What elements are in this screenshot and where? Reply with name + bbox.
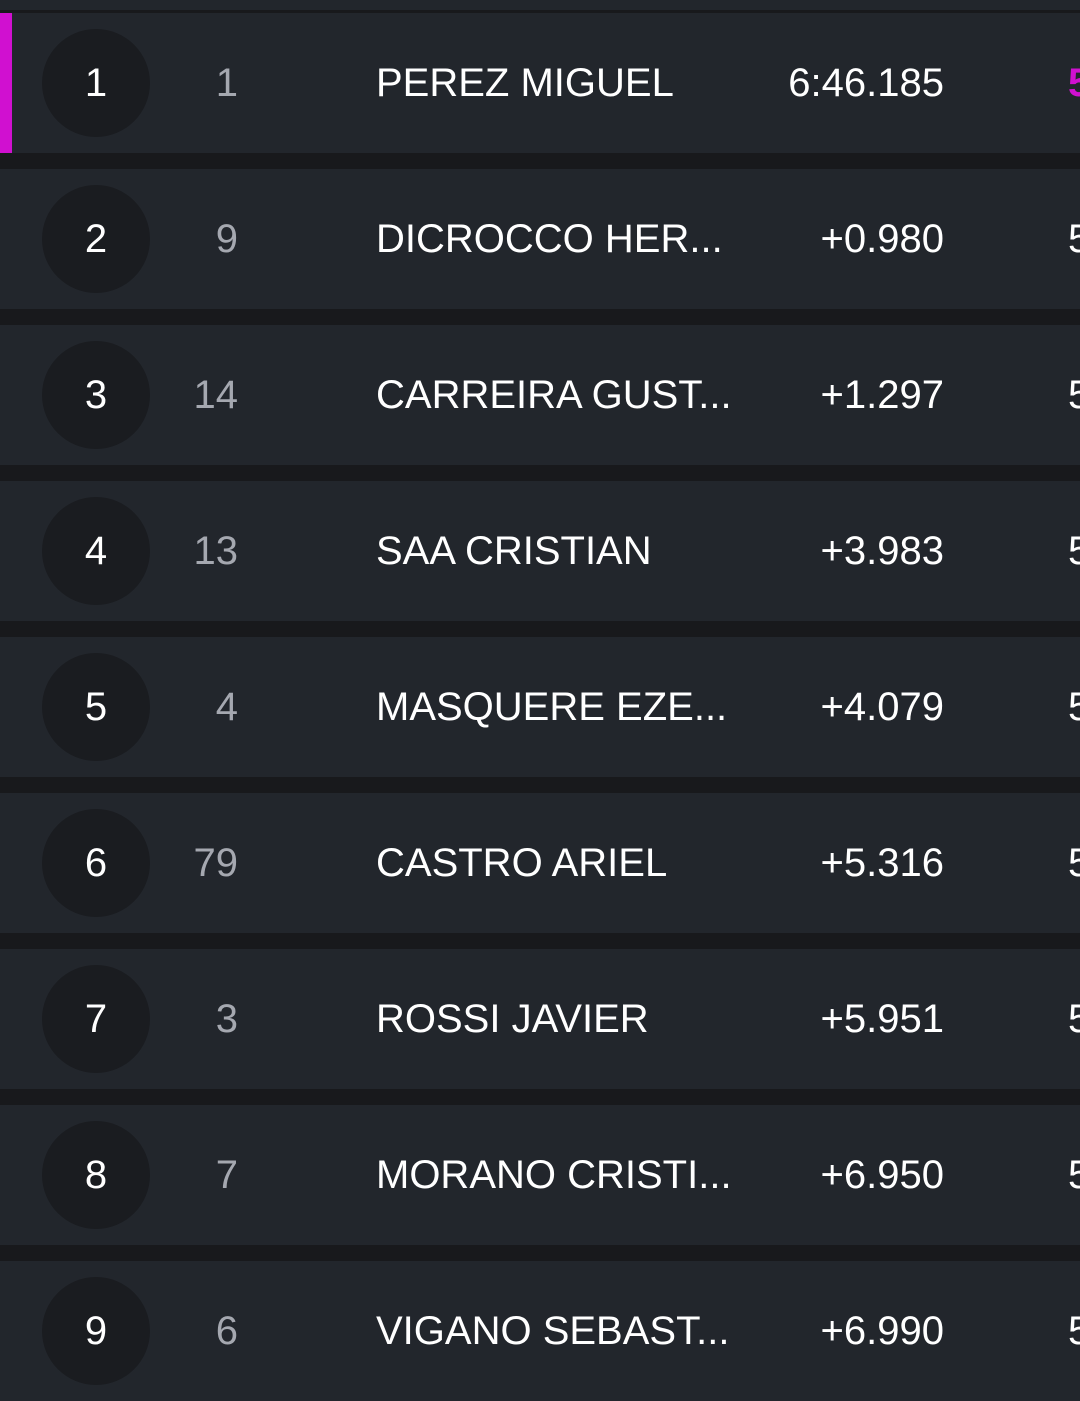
driver-name: DICROCCO HER... (376, 217, 723, 261)
race-time: +4.079 (820, 685, 944, 729)
laps-value: 5 (1068, 1309, 1080, 1353)
car-number: 3 (215, 997, 238, 1041)
laps-value: 5 (1068, 685, 1080, 729)
driver-name: CARREIRA GUST... (376, 373, 732, 417)
driver-name: VIGANO SEBAST... (376, 1309, 730, 1353)
car-number: 4 (215, 685, 238, 729)
standings-row[interactable]: 2 9 DICROCCO HER... +0.980 5 (0, 169, 1080, 309)
car-number: 1 (215, 61, 238, 105)
position-badge: 6 (42, 809, 150, 917)
standings-row[interactable]: 6 79 CASTRO ARIEL +5.316 5 (0, 793, 1080, 933)
driver-name: CASTRO ARIEL (376, 841, 668, 885)
standings-row[interactable]: 3 14 CARREIRA GUST... +1.297 5 (0, 325, 1080, 465)
standings-row[interactable]: 8 7 MORANO CRISTI... +6.950 5 (0, 1105, 1080, 1245)
car-number: 79 (193, 841, 239, 885)
driver-name: ROSSI JAVIER (376, 997, 649, 1041)
position-badge: 5 (42, 653, 150, 761)
car-number: 9 (215, 217, 238, 261)
standings-row[interactable]: 5 4 MASQUERE EZE... +4.079 5 (0, 637, 1080, 777)
previous-row-partial (0, 0, 1080, 10)
driver-name: SAA CRISTIAN (376, 529, 652, 573)
driver-name: MASQUERE EZE... (376, 685, 728, 729)
laps-value: 5 (1068, 997, 1080, 1041)
race-time: +6.950 (820, 1153, 944, 1197)
driver-name: MORANO CRISTI... (376, 1153, 732, 1197)
car-number: 13 (193, 529, 239, 573)
race-time: +5.951 (820, 997, 944, 1041)
race-time: +1.297 (820, 373, 944, 417)
standings-row[interactable]: 9 6 VIGANO SEBAST... +6.990 5 (0, 1261, 1080, 1401)
car-number: 14 (193, 373, 239, 417)
car-number: 7 (215, 1153, 238, 1197)
standings-row[interactable]: 1 1 PEREZ MIGUEL 6:46.185 5 (0, 13, 1080, 153)
laps-value: 5 (1068, 61, 1080, 105)
position-badge: 1 (42, 29, 150, 137)
driver-name: PEREZ MIGUEL (376, 61, 674, 105)
race-time: +3.983 (820, 529, 944, 573)
position-badge: 7 (42, 965, 150, 1073)
race-time: 6:46.185 (788, 61, 944, 105)
car-number: 6 (215, 1309, 238, 1353)
standings-row[interactable]: 4 13 SAA CRISTIAN +3.983 5 (0, 481, 1080, 621)
race-time: +6.990 (820, 1309, 944, 1353)
position-badge: 4 (42, 497, 150, 605)
laps-value: 5 (1068, 1153, 1080, 1197)
laps-value: 5 (1068, 529, 1080, 573)
standings-row[interactable]: 7 3 ROSSI JAVIER +5.951 5 (0, 949, 1080, 1089)
laps-value: 5 (1068, 217, 1080, 261)
race-time: +0.980 (820, 217, 944, 261)
position-badge: 3 (42, 341, 150, 449)
position-badge: 9 (42, 1277, 150, 1385)
position-badge: 2 (42, 185, 150, 293)
position-badge: 8 (42, 1121, 150, 1229)
race-time: +5.316 (820, 841, 944, 885)
leader-indicator (0, 13, 12, 153)
laps-value: 5 (1068, 841, 1080, 885)
laps-value: 5 (1068, 373, 1080, 417)
